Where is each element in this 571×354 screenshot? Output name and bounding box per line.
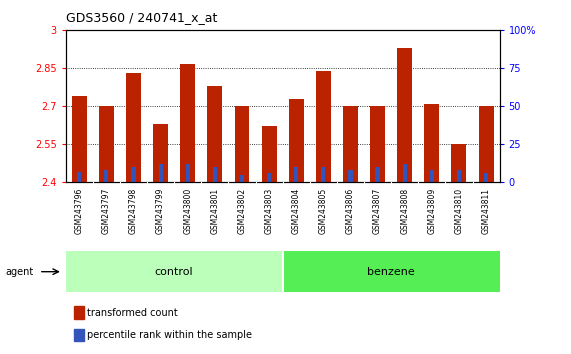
Bar [66, 251, 283, 292]
Text: GSM243805: GSM243805 [319, 188, 328, 234]
Bar [376, 167, 380, 182]
Bar [283, 251, 500, 292]
Bar [240, 175, 244, 182]
Bar [403, 164, 407, 182]
Bar [72, 96, 87, 182]
Bar [153, 124, 168, 182]
Bar [74, 307, 84, 319]
Text: GSM243799: GSM243799 [156, 188, 165, 234]
Bar [294, 167, 298, 182]
Text: GSM243806: GSM243806 [346, 188, 355, 234]
Text: GSM243803: GSM243803 [264, 188, 274, 234]
Bar [77, 172, 81, 182]
Text: GSM243800: GSM243800 [183, 188, 192, 234]
Bar [370, 106, 385, 182]
Text: GSM243808: GSM243808 [400, 188, 409, 234]
Text: GSM243797: GSM243797 [102, 188, 111, 234]
Bar [180, 64, 195, 182]
Text: transformed count: transformed count [87, 308, 178, 318]
Bar [186, 164, 190, 182]
Bar [267, 173, 271, 182]
Bar [104, 170, 108, 182]
Bar [430, 170, 434, 182]
Bar [343, 106, 358, 182]
Bar [213, 167, 217, 182]
Bar [348, 170, 352, 182]
Text: GSM243807: GSM243807 [373, 188, 382, 234]
Bar [484, 173, 488, 182]
Bar [457, 170, 461, 182]
Bar [131, 167, 135, 182]
Bar [126, 73, 141, 182]
Text: GSM243809: GSM243809 [427, 188, 436, 234]
Bar [478, 106, 493, 182]
Bar [452, 144, 467, 182]
Text: GSM243798: GSM243798 [129, 188, 138, 234]
Text: GSM243804: GSM243804 [292, 188, 301, 234]
Bar [207, 86, 222, 182]
Bar [159, 164, 163, 182]
Bar [289, 98, 304, 182]
Bar [74, 329, 84, 341]
Bar [235, 106, 250, 182]
Bar [316, 71, 331, 182]
Text: GSM243801: GSM243801 [210, 188, 219, 234]
Text: agent: agent [6, 267, 34, 277]
Bar [99, 106, 114, 182]
Text: GSM243802: GSM243802 [238, 188, 247, 234]
Bar [262, 126, 276, 182]
Text: GSM243796: GSM243796 [75, 188, 84, 234]
Text: benzene: benzene [367, 267, 415, 277]
Text: GSM243810: GSM243810 [455, 188, 464, 234]
Bar [424, 104, 439, 182]
Text: GDS3560 / 240741_x_at: GDS3560 / 240741_x_at [66, 11, 217, 24]
Text: percentile rank within the sample: percentile rank within the sample [87, 330, 252, 340]
Bar [397, 48, 412, 182]
Bar [321, 167, 325, 182]
Text: control: control [155, 267, 194, 277]
Text: GSM243811: GSM243811 [481, 188, 490, 234]
